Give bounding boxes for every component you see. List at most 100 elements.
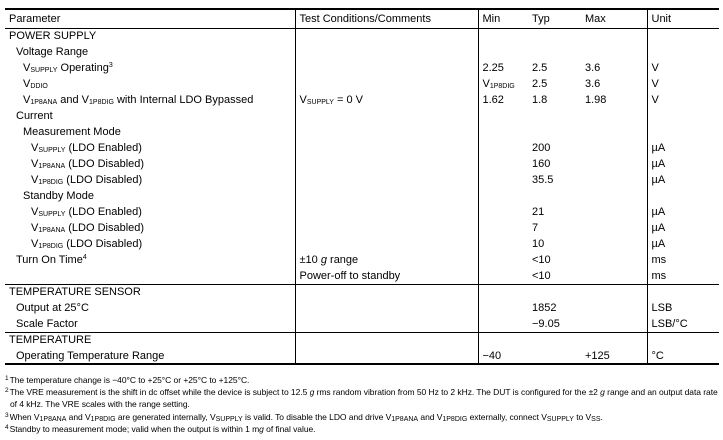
cond-cell xyxy=(294,76,478,92)
unit-cell: µA xyxy=(646,172,719,188)
table-row: Operating Temperature Range −40 +125 °C xyxy=(5,348,719,364)
param-cell: V1P8ANA and V1P8DIG with Internal LDO By… xyxy=(23,94,254,106)
typ-cell xyxy=(528,108,581,124)
param-cell: POWER SUPPLY xyxy=(9,30,97,43)
typ-cell: 160 xyxy=(532,158,551,170)
unit-cell xyxy=(646,44,719,60)
unit-cell: V xyxy=(646,92,719,108)
table-row: VDDIO V1P8DIG 2.5 3.6 V xyxy=(5,76,719,92)
footnote-marker: 2 xyxy=(5,387,9,395)
param-cell: Voltage Range xyxy=(16,46,89,58)
table-row: V1P8ANA (LDO Disabled) 7 µA xyxy=(5,220,719,236)
max-cell xyxy=(581,331,647,348)
max-cell xyxy=(581,283,647,300)
max-cell: 3.6 xyxy=(585,78,601,90)
max-cell xyxy=(581,44,647,60)
param-cell: VSUPPLY (LDO Enabled) xyxy=(31,206,142,218)
unit-cell xyxy=(646,108,719,124)
footnote-1: 1The temperature change is −40°C to +25°… xyxy=(5,374,719,386)
cond-cell xyxy=(294,108,478,124)
max-cell xyxy=(581,124,647,140)
table-row: Current xyxy=(5,108,719,124)
cond-cell: VSUPPLY = 0 V xyxy=(294,92,478,108)
typ-cell: 2.5 xyxy=(532,78,548,90)
unit-cell: V xyxy=(646,76,719,92)
cond-cell xyxy=(294,28,478,44)
min-cell xyxy=(477,124,528,140)
cond-cell xyxy=(294,44,478,60)
min-cell xyxy=(477,28,528,44)
typ-cell: 21 xyxy=(532,206,545,218)
table-row: V1P8DIG (LDO Disabled) 35.5 µA xyxy=(5,172,719,188)
cond-cell: Power-off to standby xyxy=(294,268,478,284)
unit-cell: µA xyxy=(646,156,719,172)
unit-cell: µA xyxy=(646,140,719,156)
typ-cell: <10 xyxy=(532,269,551,282)
max-cell xyxy=(581,268,647,284)
table-row: VSUPPLY Operating3 2.25 2.5 3.6 V xyxy=(5,60,719,76)
typ-cell: 1852 xyxy=(532,302,557,314)
cond-cell xyxy=(294,204,478,220)
unit-cell: LSB xyxy=(646,300,719,316)
cond-cell xyxy=(294,348,478,364)
table-row-section-temperature-sensor: TEMPERATURE SENSOR xyxy=(5,283,719,300)
typ-cell xyxy=(528,331,581,348)
table-row: Scale Factor −9.05 LSB/°C xyxy=(5,316,719,332)
min-cell xyxy=(477,300,528,316)
footnote-4: 4Standby to measurement mode; valid when… xyxy=(5,423,719,435)
unit-cell xyxy=(646,188,719,204)
table-row: V1P8ANA and V1P8DIG with Internal LDO By… xyxy=(5,92,719,108)
param-cell: TEMPERATURE xyxy=(5,331,295,348)
typ-cell: 35.5 xyxy=(532,174,554,186)
param-cell: TEMPERATURE SENSOR xyxy=(5,283,295,300)
cond-cell xyxy=(294,331,478,348)
cond-cell xyxy=(294,220,478,236)
footnote-text: When V1P8ANA and V1P8DIG are generated i… xyxy=(9,411,603,423)
param-cell: Turn On Time4 xyxy=(16,254,87,266)
typ-cell xyxy=(528,124,581,140)
typ-cell xyxy=(528,188,581,204)
footnote-text: The VRE measurement is the shift in dc o… xyxy=(9,387,718,410)
max-cell: +125 xyxy=(585,349,610,362)
min-cell xyxy=(477,156,528,172)
max-cell xyxy=(581,172,647,188)
max-cell xyxy=(581,204,647,220)
table-header-row: Parameter Test Conditions/Comments Min T… xyxy=(5,9,719,29)
table-row: Output at 25°C 1852 LSB xyxy=(5,300,719,316)
param-cell: V1P8DIG (LDO Disabled) xyxy=(31,238,143,250)
footnote-marker: 1 xyxy=(5,375,9,382)
min-cell xyxy=(477,331,528,348)
param-cell: VDDIO xyxy=(23,78,48,90)
min-cell: −40 xyxy=(477,348,528,364)
typ-cell: 10 xyxy=(532,238,545,250)
table-row: Voltage Range xyxy=(5,44,719,60)
typ-cell: 2.5 xyxy=(532,62,548,74)
footnotes: 1The temperature change is −40°C to +25°… xyxy=(5,374,719,435)
cond-cell xyxy=(294,236,478,252)
unit-cell: LSB/°C xyxy=(646,316,719,332)
min-cell xyxy=(477,268,528,284)
max-cell xyxy=(581,28,647,44)
param-cell: V1P8ANA (LDO Disabled) xyxy=(31,222,145,234)
max-cell xyxy=(581,108,647,124)
table-row: V1P8DIG (LDO Disabled) 10 µA xyxy=(5,236,719,252)
column-header-max: Max xyxy=(581,9,647,29)
column-header-typ: Typ xyxy=(528,9,581,29)
cond-cell xyxy=(294,60,478,76)
param-cell: VSUPPLY (LDO Enabled) xyxy=(31,142,142,154)
min-cell xyxy=(477,220,528,236)
typ-cell: 7 xyxy=(532,222,539,234)
cond-cell xyxy=(294,156,478,172)
min-cell xyxy=(477,108,528,124)
min-cell xyxy=(477,188,528,204)
param-cell: Output at 25°C xyxy=(16,302,89,314)
table-row: Measurement Mode xyxy=(5,124,719,140)
cond-cell xyxy=(294,316,478,332)
cond-cell: ±10 g range xyxy=(294,252,478,268)
max-cell xyxy=(581,252,647,268)
cond-cell xyxy=(294,283,478,300)
cond-cell xyxy=(294,188,478,204)
typ-cell xyxy=(528,44,581,60)
cond-cell xyxy=(294,172,478,188)
param-cell: Measurement Mode xyxy=(23,126,121,138)
